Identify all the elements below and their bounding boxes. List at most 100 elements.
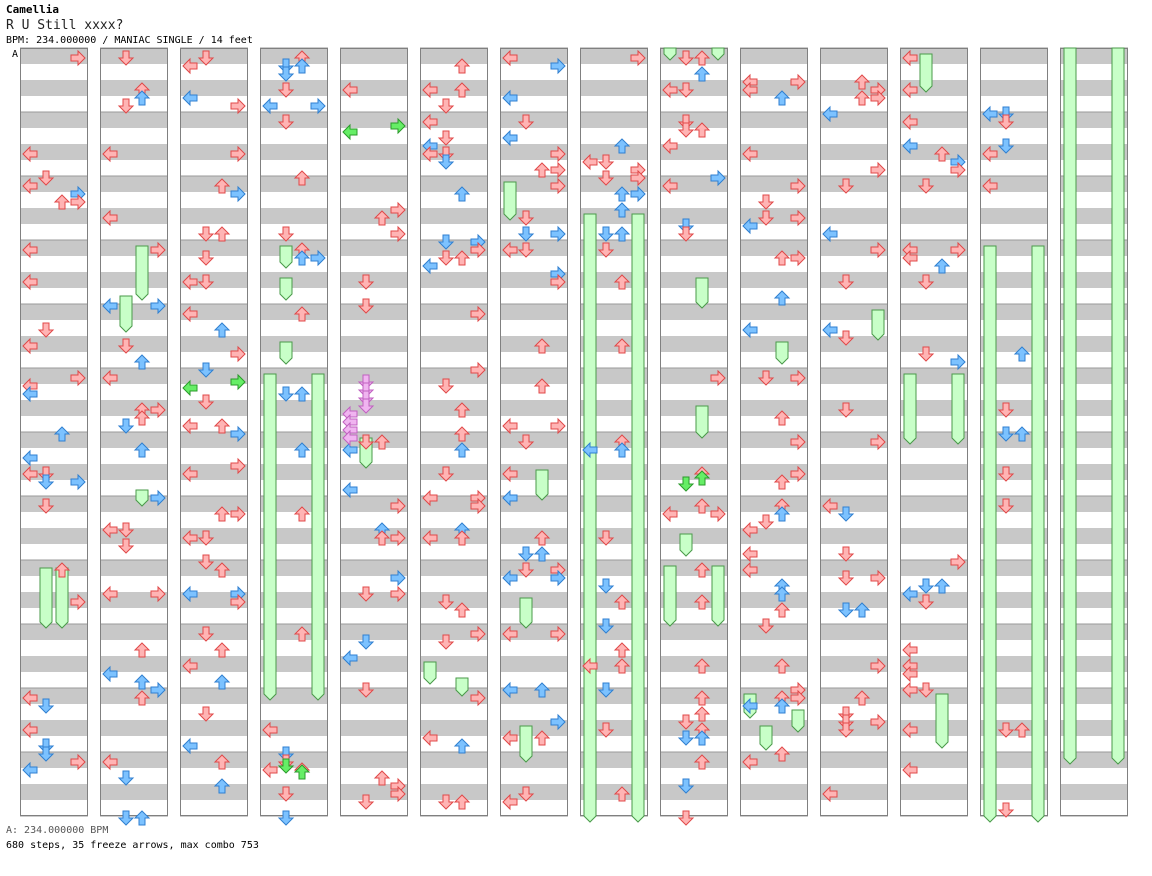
step-arrow-up [293, 250, 311, 266]
measure-stripe [580, 272, 648, 288]
measure-stripe [580, 592, 648, 608]
step-arrow-down [997, 114, 1015, 130]
step-arrow-down [837, 570, 855, 586]
measure-stripe [740, 112, 808, 128]
measure-stripe [740, 496, 808, 512]
step-arrow-right [310, 249, 326, 267]
step-arrow-left [102, 753, 118, 771]
step-arrow-right [950, 553, 966, 571]
step-arrow-down [597, 722, 615, 738]
step-arrow-left [342, 649, 358, 667]
measure-stripe [980, 528, 1048, 544]
step-arrow-left [662, 81, 678, 99]
step-arrow-left [182, 657, 198, 675]
measure-stripe [340, 336, 408, 352]
measure-stripe [580, 400, 648, 416]
step-arrow-up [613, 274, 631, 290]
step-arrow-up [853, 90, 871, 106]
chart-column [500, 47, 568, 817]
freeze-arrow [759, 725, 773, 751]
column-border [500, 48, 568, 816]
measure-stripe [900, 272, 968, 288]
step-arrow-right [550, 713, 566, 731]
measure-stripe [500, 656, 568, 672]
measure-stripe [1060, 688, 1128, 704]
step-arrow-down [997, 466, 1015, 482]
measure-stripe [740, 400, 808, 416]
freeze-arrow [711, 565, 725, 627]
step-arrow-left [742, 697, 758, 715]
artist-name: Camellia [6, 3, 59, 16]
step-arrow-up [213, 778, 231, 794]
measure-stripe [180, 80, 248, 96]
step-arrow-left [102, 209, 118, 227]
step-arrow-down [197, 50, 215, 66]
step-arrow-down [197, 554, 215, 570]
freeze-arrow [263, 373, 277, 701]
step-arrow-left [502, 569, 518, 587]
measure-stripe [1060, 304, 1128, 320]
step-arrow-up [133, 810, 151, 826]
step-arrow-up [693, 706, 711, 722]
measure-stripe [580, 240, 648, 256]
step-arrow-up [133, 410, 151, 426]
freeze-arrow [135, 489, 149, 507]
step-arrow-up [373, 434, 391, 450]
step-arrow-left [502, 793, 518, 811]
measure-stripe [740, 624, 808, 640]
step-arrow-up [853, 602, 871, 618]
step-arrow-right [870, 433, 886, 451]
step-arrow-down [837, 722, 855, 738]
step-arrow-up [453, 58, 471, 74]
step-arrow-up [533, 338, 551, 354]
chart-column [20, 47, 88, 817]
step-arrow-left [22, 273, 38, 291]
measure-stripe [260, 752, 328, 768]
column-border [660, 48, 728, 816]
step-arrow-left [902, 641, 918, 659]
measure-stripe [900, 432, 968, 448]
measure-stripe [980, 720, 1048, 736]
step-arrow-down [597, 530, 615, 546]
step-arrow-down [357, 634, 375, 650]
step-arrow-down [597, 154, 615, 170]
step-arrow-up [773, 290, 791, 306]
measure-stripe [820, 400, 888, 416]
step-arrow-down [997, 426, 1015, 442]
measure-stripe [1060, 240, 1128, 256]
step-arrow-left [742, 145, 758, 163]
measure-stripe [660, 272, 728, 288]
measure-stripe [20, 784, 88, 800]
measure-stripe [260, 112, 328, 128]
step-arrow-down [917, 346, 935, 362]
measure-stripe [20, 528, 88, 544]
measure-stripe [660, 400, 728, 416]
measure-stripe [180, 176, 248, 192]
step-arrow-right [870, 713, 886, 731]
step-arrow-down [37, 698, 55, 714]
measure-stripe [180, 112, 248, 128]
step-arrow-right [950, 161, 966, 179]
measure-stripe [1060, 368, 1128, 384]
measure-stripe [500, 304, 568, 320]
step-arrow-down [837, 178, 855, 194]
measure-stripe [820, 336, 888, 352]
measure-stripe [20, 656, 88, 672]
step-arrow-up [853, 74, 871, 90]
step-arrow-up [773, 250, 791, 266]
measure-stripe [420, 176, 488, 192]
step-arrow-down [197, 394, 215, 410]
step-arrow-down [117, 770, 135, 786]
measure-stripe [740, 336, 808, 352]
step-arrow-up [453, 738, 471, 754]
step-arrow-up [533, 378, 551, 394]
measure-stripe [500, 208, 568, 224]
measure-stripe [900, 464, 968, 480]
measure-stripe [420, 752, 488, 768]
step-arrow-right [950, 353, 966, 371]
measure-stripe [980, 784, 1048, 800]
step-arrow-right [790, 177, 806, 195]
measure-stripe [900, 176, 968, 192]
column-border [740, 48, 808, 816]
measure-stripe [1060, 592, 1128, 608]
